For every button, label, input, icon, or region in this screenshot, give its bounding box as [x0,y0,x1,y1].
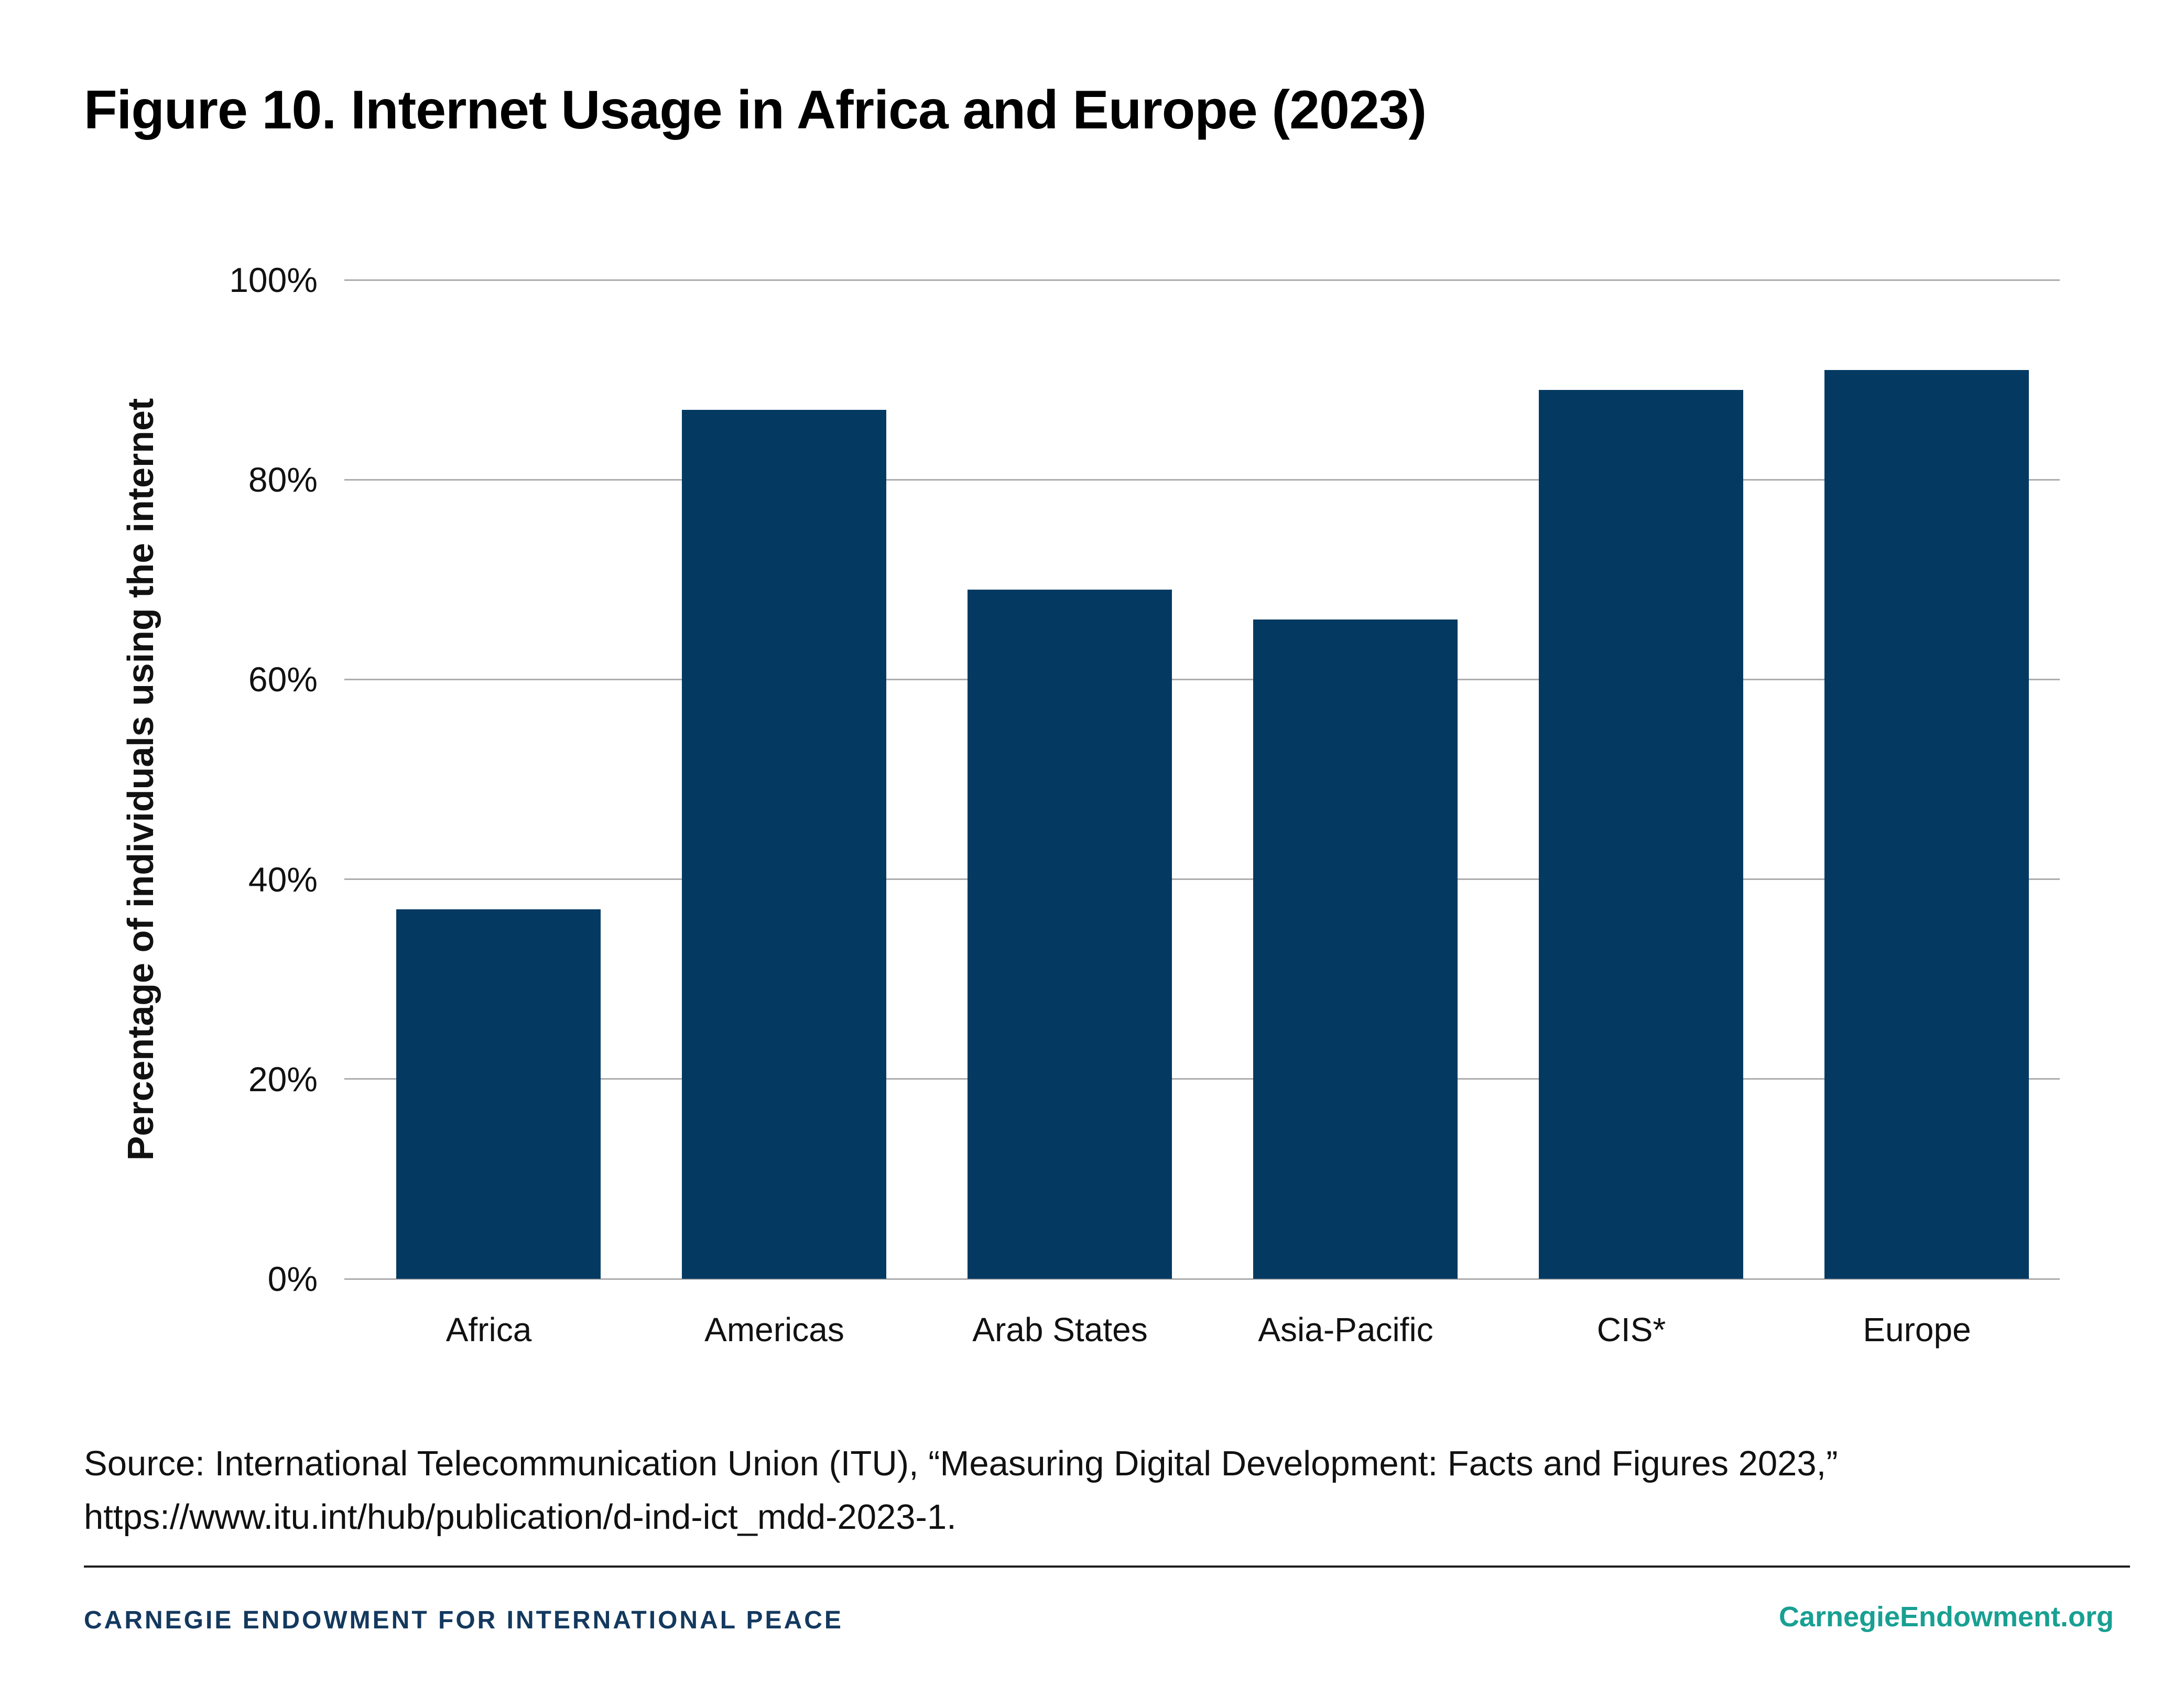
y-tick-label-80: 80% [248,460,318,499]
bar-americas [682,409,886,1279]
gridline-100 [344,279,2060,281]
gridline-20 [344,1078,2060,1080]
bar-arab-states [968,589,1172,1279]
x-label-arab-states: Arab States [972,1311,1148,1349]
x-label-asia-pacific: Asia-Pacific [1258,1311,1433,1349]
x-label-africa: Africa [446,1311,532,1349]
source-citation: Source: International Telecommunication … [84,1444,1838,1483]
footer-org-wordmark: CARNEGIE ENDOWMENT FOR INTERNATIONAL PEA… [84,1606,843,1634]
y-tick-label-40: 40% [248,860,318,899]
bar-africa [396,909,601,1279]
gridline-40 [344,878,2060,880]
gridline-60 [344,678,2060,680]
x-label-americas: Americas [704,1311,844,1349]
source-note: Source: International Telecommunication … [84,1437,2107,1544]
y-tick-label-0: 0% [267,1259,318,1298]
bar-europe [1824,369,2029,1279]
footer-divider [84,1566,2130,1568]
x-label-cis: CIS* [1596,1311,1666,1349]
gridline-0 [344,1278,2060,1280]
x-label-europe: Europe [1863,1311,1971,1349]
plot-area [344,279,2060,1280]
footer-site-link[interactable]: CarnegieEndowment.org [1778,1601,2114,1633]
source-url: https://www.itu.int/hub/publication/d-in… [84,1497,957,1537]
y-tick-label-20: 20% [248,1059,318,1099]
y-tick-label-60: 60% [248,660,318,699]
bar-cis [1539,389,1743,1279]
y-tick-label-100: 100% [229,260,318,299]
bar-asia-pacific [1253,619,1458,1279]
y-axis-tick-labels: 0% 20% 40% 60% 80% 100% [0,260,318,1298]
figure-title: Figure 10. Internet Usage in Africa and … [84,80,1427,140]
gridline-80 [344,479,2060,481]
x-axis-labels: Africa Americas Arab States Asia-Pacific CIS… [346,1306,2060,1358]
